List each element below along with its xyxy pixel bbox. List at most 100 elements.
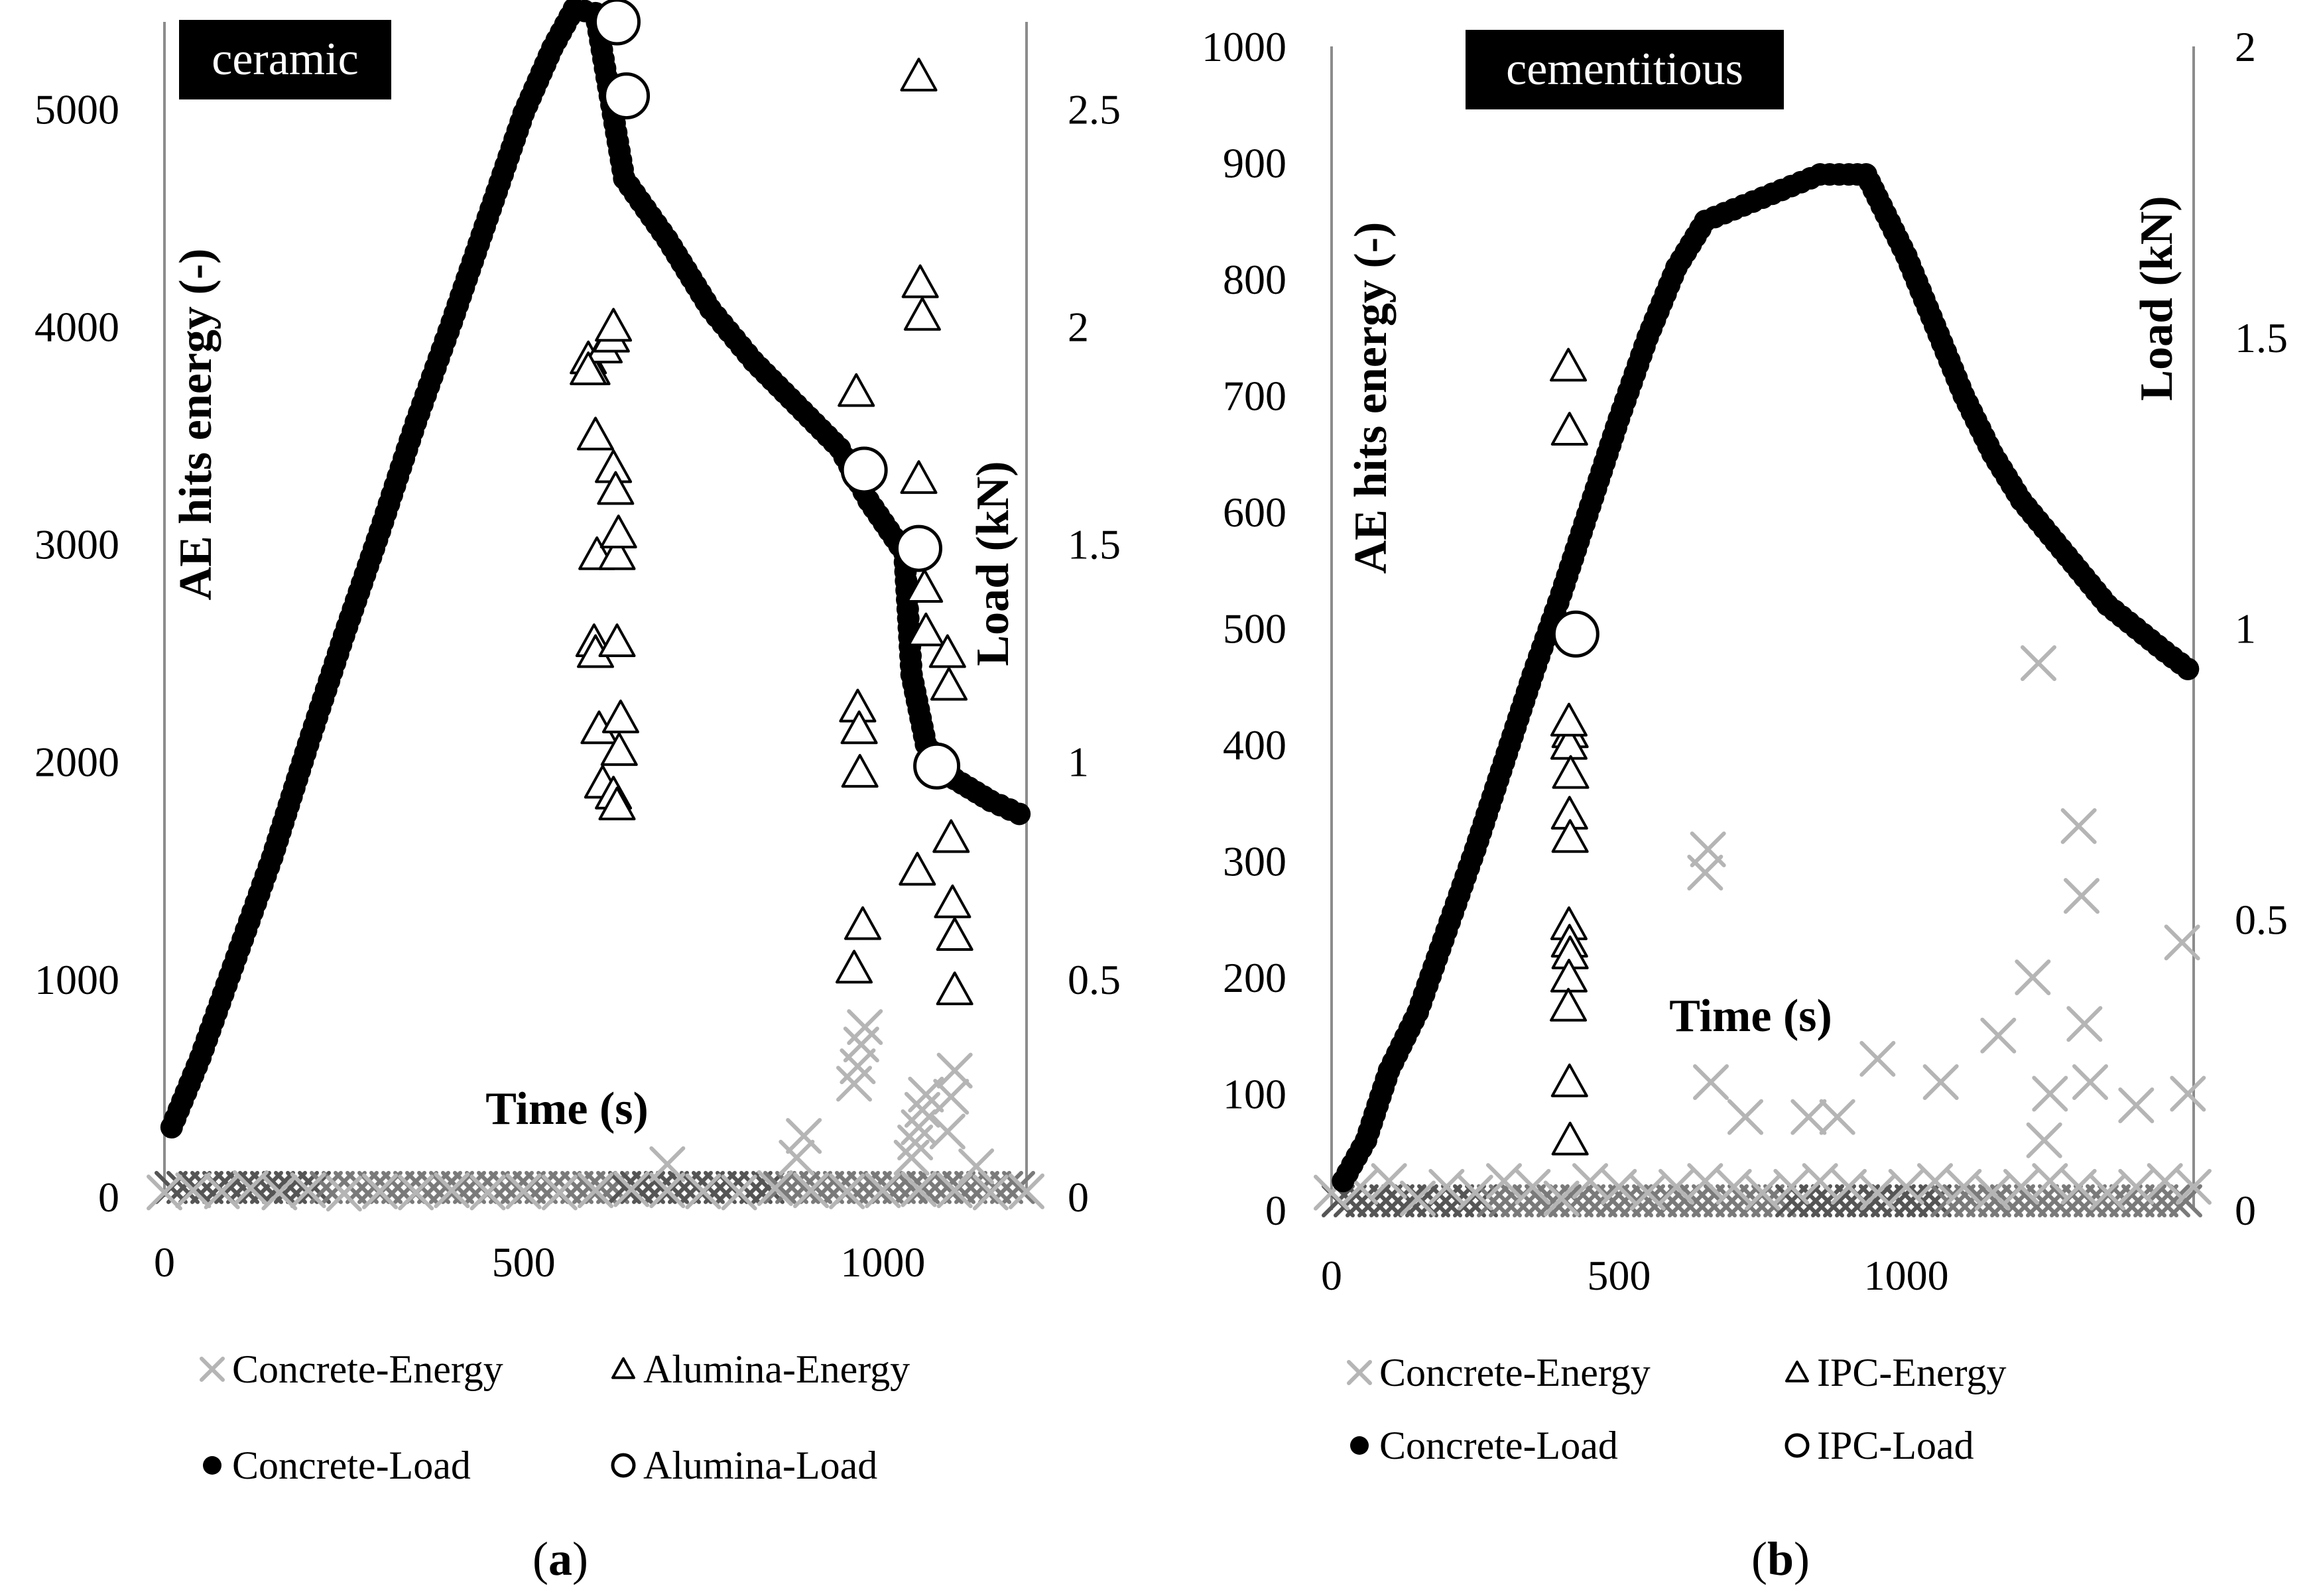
legend-marker-x [200, 1357, 225, 1382]
energy-band-marker-stroke [1751, 1184, 1785, 1217]
energy-band-marker-stroke [930, 1170, 964, 1204]
y-tick-label: 700 [1223, 373, 1286, 420]
legend-marker-triangle [1785, 1361, 1809, 1382]
concrete-energy-point-stroke [1009, 1173, 1044, 1209]
concrete-energy-point [541, 1174, 578, 1211]
energy-band-marker-stroke [1393, 1184, 1426, 1217]
energy-band-marker [859, 1170, 892, 1204]
y-tick-label: 2000 [34, 739, 119, 786]
concrete-energy-point-stroke [1831, 1168, 1867, 1205]
energy-band-marker-stroke [1525, 1184, 1558, 1217]
concrete-energy-point [2164, 924, 2200, 961]
energy-band-marker-stroke [1930, 1184, 1964, 1217]
concrete-energy-point-stroke [1922, 1064, 1959, 1100]
concrete-energy-point [505, 1173, 542, 1209]
concrete-energy-point [1543, 1180, 1580, 1217]
concrete-energy-point-stroke [2176, 1168, 2212, 1205]
concrete-energy-point [2021, 645, 2056, 682]
legend-marker-x-stroke [1347, 1360, 1372, 1385]
energy-band-marker [1859, 1184, 1892, 1217]
concrete-energy-point [1888, 1168, 1924, 1205]
energy-band-marker [2026, 1184, 2059, 1217]
x-tick-label: 500 [492, 1239, 556, 1286]
concrete-energy-point [649, 1172, 686, 1209]
concrete-energy-point-stroke [1690, 831, 1726, 867]
x-tick-label: 500 [1587, 1252, 1651, 1299]
concrete-energy-point [2176, 1168, 2212, 1205]
energy-band-marker-stroke [1680, 1184, 1713, 1217]
concrete-energy-point [2066, 1006, 2103, 1042]
open-load-point [603, 72, 651, 120]
panel-caption: (a) [532, 1532, 588, 1585]
energy-band-marker [1835, 1184, 1868, 1217]
concrete-energy-point-stroke [2147, 1163, 2183, 1199]
concrete-energy-point-stroke [290, 1172, 326, 1209]
concrete-energy-point-stroke [1428, 1168, 1465, 1205]
alumina-energy-point [844, 906, 881, 940]
concrete-energy-point [233, 1170, 269, 1206]
energy-band-marker-stroke [1799, 1184, 1832, 1217]
energy-band-marker [620, 1170, 653, 1204]
energy-band-marker [823, 1170, 856, 1204]
concrete-energy-point [1687, 1163, 1723, 1199]
alumina-energy-point [1550, 412, 1588, 446]
energy-band-marker-stroke [274, 1170, 307, 1204]
concrete-energy-point [1716, 1168, 1752, 1205]
energy-band-marker [763, 1170, 796, 1204]
energy-band-marker [644, 1170, 677, 1204]
concrete-energy-point-stroke [2090, 1174, 2125, 1211]
energy-band-marker [1002, 1170, 1035, 1204]
alumina-energy-point [906, 569, 944, 603]
energy-band-marker-stroke [644, 1170, 677, 1204]
energy-band-marker-stroke [1907, 1184, 1940, 1217]
concrete-energy-point-stroke [434, 1172, 470, 1209]
concrete-energy-point [2060, 1168, 2097, 1205]
energy-band-marker-stroke [2086, 1184, 2119, 1217]
y2-tick-label: 1.5 [2235, 314, 2288, 361]
energy-band-marker-stroke [1369, 1184, 1403, 1217]
concrete-energy-point-stroke [541, 1174, 578, 1211]
legend-label: IPC-Load [1817, 1424, 1974, 1467]
energy-band-marker [429, 1170, 462, 1204]
y2-axis-title: Load (kN) [2131, 196, 2182, 400]
concrete-energy-point [1727, 1099, 1763, 1135]
concrete-energy-point [1745, 1174, 1781, 1211]
energy-band-marker-stroke [1835, 1184, 1868, 1217]
concrete-energy-point-stroke [1980, 1017, 2017, 1054]
concrete-energy-point-stroke [233, 1170, 269, 1206]
energy-band-marker-stroke [1002, 1170, 1035, 1204]
concrete-energy-point-stroke [721, 1174, 757, 1211]
open-load-point [1552, 610, 1599, 658]
concrete-energy-point [175, 1172, 212, 1209]
concrete-energy-point-stroke [685, 1173, 721, 1209]
y-tick-label: 600 [1223, 489, 1286, 536]
panel-tag-label: cementitious [1506, 44, 1743, 95]
concrete-energy-point-stroke [1687, 855, 1723, 891]
concrete-energy-point [685, 1173, 721, 1209]
concrete-energy-point-stroke [2021, 645, 2056, 682]
concrete-energy-point-stroke [1601, 1168, 1637, 1205]
y-tick-label: 300 [1223, 838, 1286, 885]
energy-band-marker [787, 1170, 820, 1204]
y2-tick-label: 1 [1068, 739, 1089, 786]
concrete-energy-point [2118, 1168, 2155, 1205]
concrete-energy-point [2090, 1174, 2125, 1211]
alumina-energy-point [934, 885, 971, 918]
concrete-energy-point [757, 1170, 793, 1206]
legend-label: IPC-Energy [1817, 1351, 2007, 1394]
concrete-energy-point [434, 1172, 470, 1209]
concrete-energy-point-stroke [2015, 959, 2051, 995]
concrete-energy-point-stroke [326, 1176, 362, 1212]
concrete-energy-point [1428, 1168, 1465, 1205]
concrete-energy-point-stroke [847, 1009, 883, 1046]
energy-band-marker [1907, 1184, 1940, 1217]
alumina-energy-point [900, 58, 938, 92]
concrete-energy-point-stroke [1790, 1099, 1827, 1135]
concrete-energy-point-stroke [398, 1174, 434, 1211]
alumina-energy-point [899, 851, 936, 886]
energy-band-marker [2157, 1184, 2190, 1217]
legend-label: Concrete-Load [232, 1443, 471, 1487]
concrete-energy-point-stroke [936, 1052, 973, 1089]
energy-band-marker [1799, 1184, 1832, 1217]
concrete-energy-point-stroke [2060, 808, 2097, 844]
